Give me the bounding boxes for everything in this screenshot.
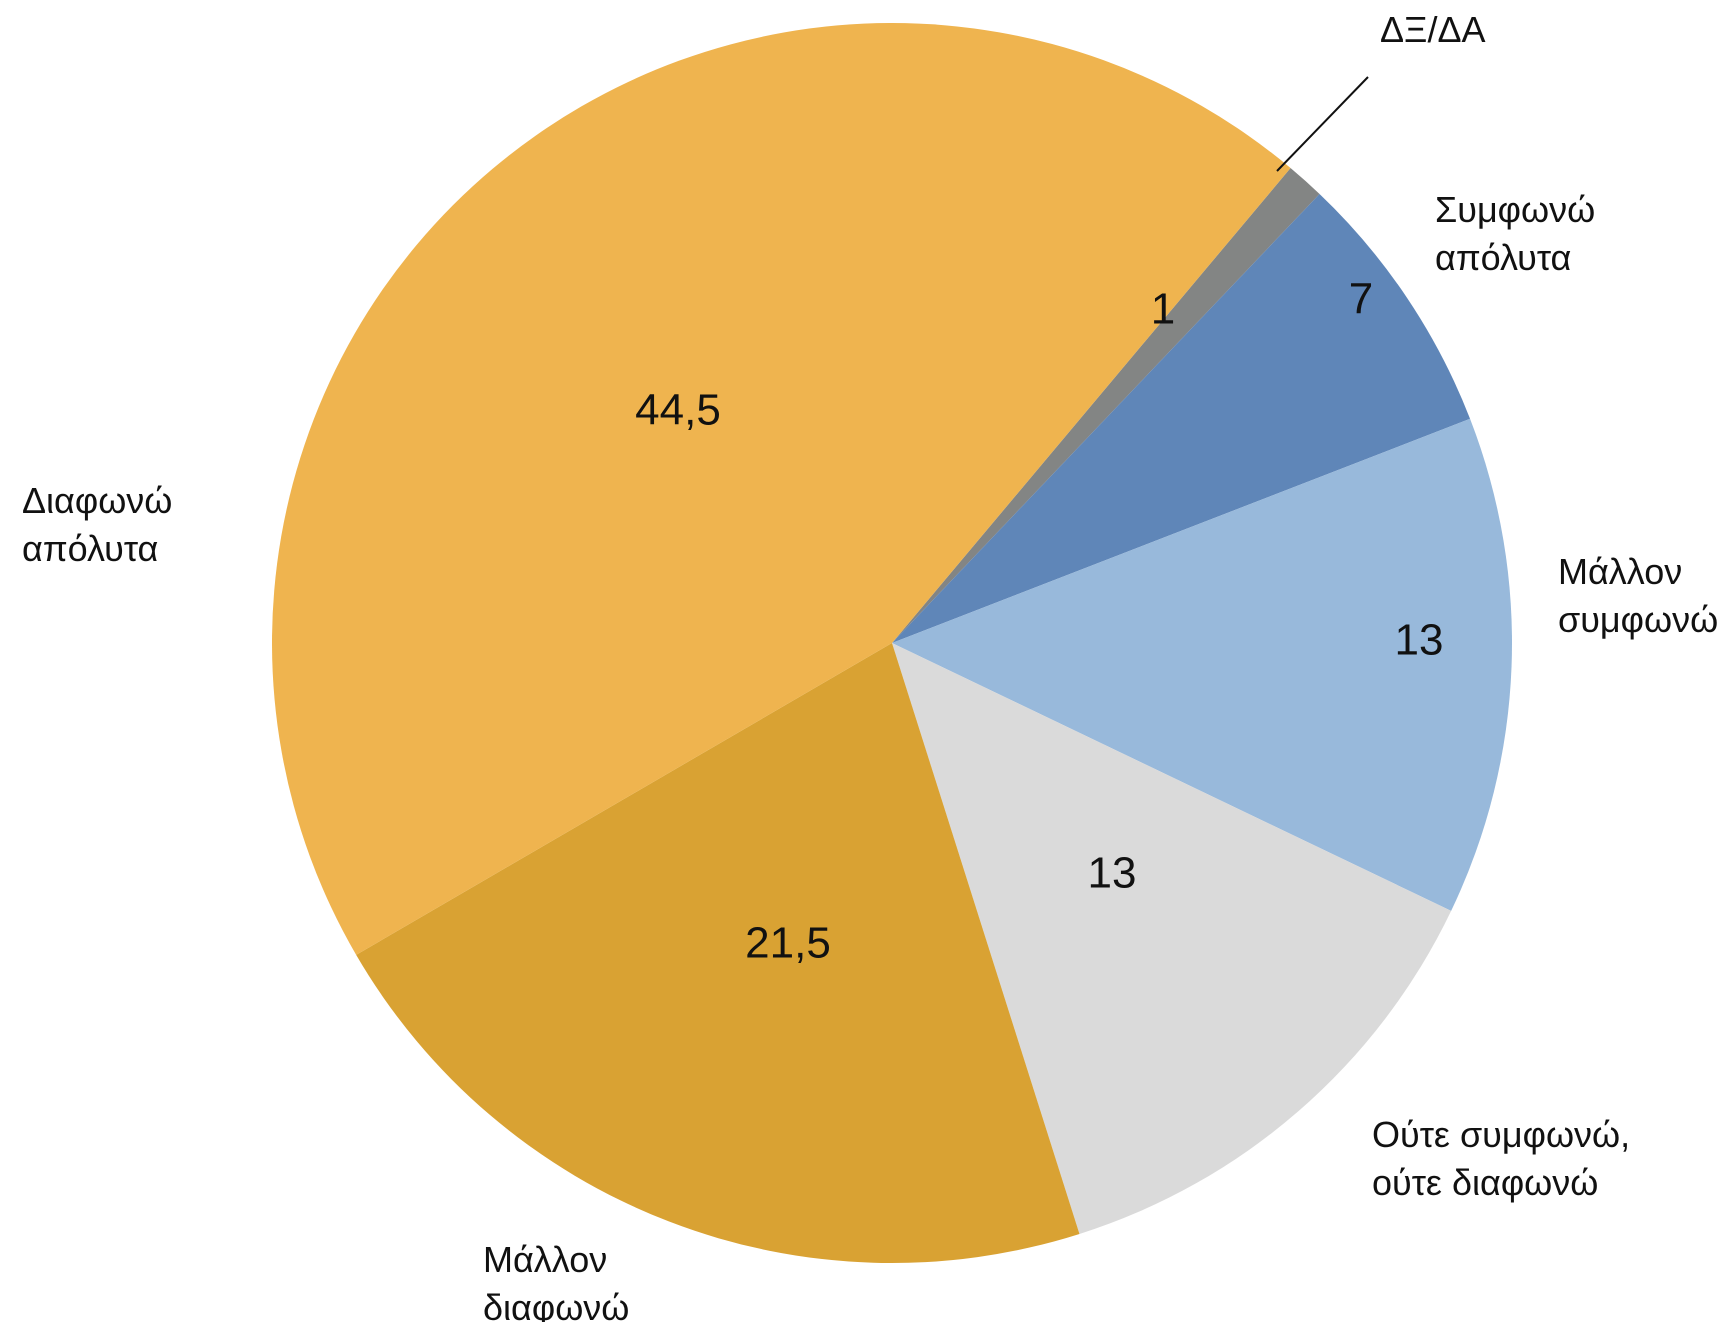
category-label-μάλλον-διαφωνώ: Μάλλον διαφωνώ bbox=[483, 1239, 629, 1322]
pie-slice-μάλλον-διαφωνώ bbox=[356, 643, 1080, 1264]
value-label-μάλλον-συμφωνώ: 13 bbox=[1395, 616, 1444, 665]
category-label-μάλλον-συμφωνώ: Μάλλον συμφωνώ bbox=[1558, 551, 1718, 640]
value-label-συμφωνώ-απόλυτα: 7 bbox=[1349, 275, 1373, 324]
value-labels: 1 7 13 13 21,5 44,5 bbox=[635, 275, 1443, 968]
pie-slice-διαφωνώ-απόλυτα bbox=[271, 22, 1291, 955]
pie-slice-δξ-δα bbox=[892, 168, 1320, 644]
pie-slice-μάλλον-συμφωνώ bbox=[892, 418, 1513, 911]
pie-slices bbox=[271, 22, 1513, 1264]
category-labels: ΔΞ/ΔΑ Συμφωνώ απόλυτα Μάλλον συμφωνώ Ούτε συμ… bbox=[22, 9, 1718, 1322]
pie-slice-ούτε-συμφωνώ-ούτε-διαφωνώ bbox=[892, 643, 1452, 1234]
category-label-δξ-δα: ΔΞ/ΔΑ bbox=[1380, 9, 1486, 50]
value-label-δξ-δα: 1 bbox=[1151, 285, 1175, 334]
category-label-ούτε-συμφωνώ-ούτε-διαφωνώ: Ούτε συμφωνώ, ούτε διαφωνώ bbox=[1372, 1114, 1630, 1203]
value-label-μάλλον-διαφωνώ: 21,5 bbox=[745, 919, 831, 968]
value-label-ούτε-συμφωνώ-ούτε-διαφωνώ: 13 bbox=[1088, 849, 1137, 898]
leader-line-dk-na bbox=[1276, 76, 1369, 172]
category-label-συμφωνώ-απόλυτα: Συμφωνώ απόλυτα bbox=[1435, 189, 1595, 278]
category-label-διαφωνώ-απόλυτα: Διαφωνώ απόλυτα bbox=[22, 480, 172, 569]
pie-slice-συμφωνώ-απόλυτα bbox=[892, 194, 1471, 643]
value-label-διαφωνώ-απόλυτα: 44,5 bbox=[635, 386, 721, 435]
